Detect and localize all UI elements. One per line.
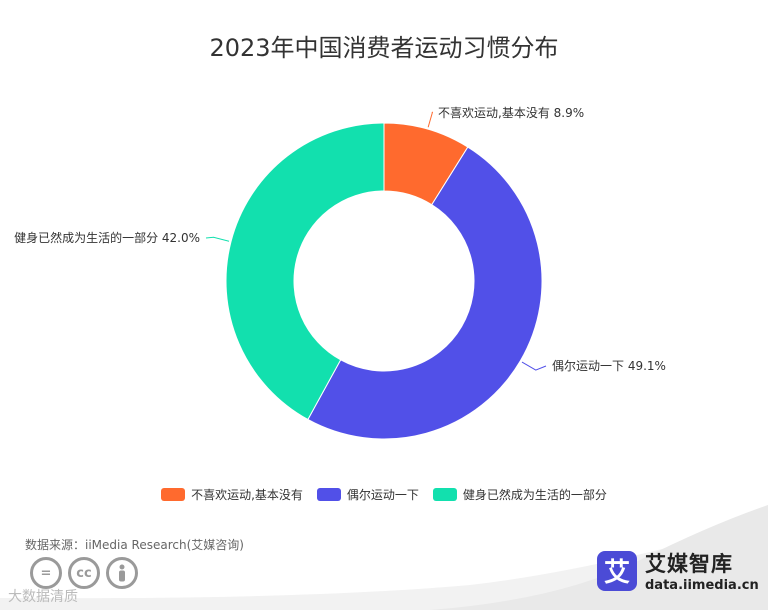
legend: 不喜欢运动,基本没有 偶尔运动一下 健身已然成为生活的一部分 <box>0 486 768 503</box>
legend-swatch-0 <box>161 488 186 501</box>
data-label-1: 偶尔运动一下 49.1% <box>552 358 666 373</box>
data-label-2: 健身已然成为生活的一部分 42.0% <box>14 230 200 245</box>
legend-item-2[interactable]: 健身已然成为生活的一部分 <box>432 486 607 503</box>
watermark: 大数据清质 <box>8 589 78 605</box>
legend-label-1: 偶尔运动一下 <box>346 488 419 502</box>
legend-label-2: 健身已然成为生活的一部分 <box>462 488 607 502</box>
leader-line-1 <box>521 361 547 371</box>
brand-name: 艾媒智库 <box>645 552 733 576</box>
license-icons: = cc <box>30 557 138 589</box>
legend-label-0: 不喜欢运动,基本没有 <box>191 488 303 502</box>
pie-slice-2[interactable] <box>225 122 385 421</box>
leader-line-2 <box>205 236 230 242</box>
legend-item-0[interactable]: 不喜欢运动,基本没有 <box>161 486 303 503</box>
cc-icon: cc <box>68 557 100 589</box>
brand: 艾 艾媒智库 data.iimedia.cn <box>597 548 759 593</box>
brand-logo-icon: 艾 <box>597 550 637 591</box>
data-label-0: 不喜欢运动,基本没有 8.9% <box>438 105 584 120</box>
brand-url: data.iimedia.cn <box>645 578 759 593</box>
legend-swatch-2 <box>432 488 457 501</box>
source-note: 数据来源：iiMedia Research(艾媒咨询) <box>25 538 244 552</box>
chart-title: 2023年中国消费者运动习惯分布 <box>209 34 559 62</box>
leader-line-0 <box>427 111 434 128</box>
donut-chart: 不喜欢运动,基本没有 8.9% 偶尔运动一下 49.1% 健身已然成为生活的一部分 … <box>14 105 666 440</box>
legend-swatch-1 <box>316 488 341 501</box>
person-icon <box>106 557 138 589</box>
equals-icon: = <box>30 557 62 589</box>
legend-item-1[interactable]: 偶尔运动一下 <box>316 486 419 503</box>
pie-slice-1[interactable] <box>307 146 543 440</box>
